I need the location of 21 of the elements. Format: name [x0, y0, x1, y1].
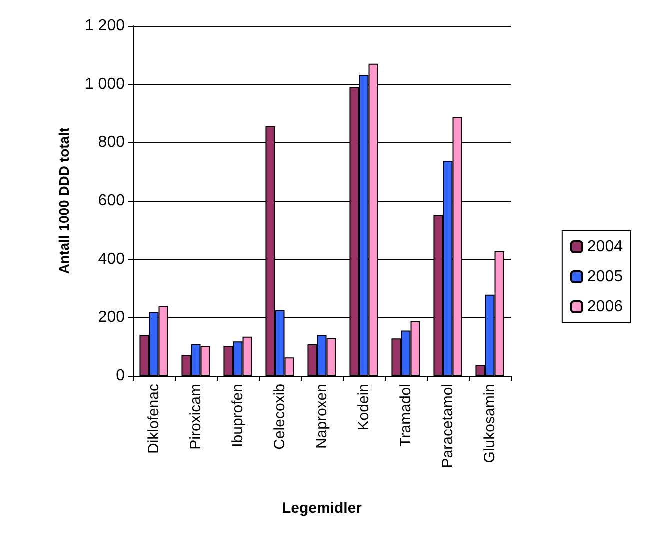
x-tick-label: Naproxen: [314, 384, 330, 450]
x-axis-title: Legemidler: [282, 500, 362, 517]
y-tick-label: 600: [98, 192, 126, 210]
x-tick-label: Paracetamol: [440, 384, 456, 468]
y-axis-title: Antall 1000 DDD totalt: [56, 128, 72, 274]
x-tick-label: Celecoxib: [272, 384, 288, 450]
x-tick-label: Diklofenac: [146, 384, 162, 454]
legend-label: 2005: [587, 268, 624, 286]
legend-label: 2004: [587, 238, 624, 256]
y-tick-label: 400: [98, 250, 126, 268]
x-tick-label: Ibuprofen: [230, 384, 246, 448]
x-tick-label: Tramadol: [398, 384, 414, 447]
y-tick-label: 1 200: [84, 18, 126, 34]
x-tick-label: Glukosamin: [482, 384, 498, 464]
y-tick-label: 200: [98, 309, 126, 326]
legend-label: 2006: [587, 298, 624, 316]
x-tick-label: Kodein: [356, 384, 372, 431]
x-tick-label: Piroxicam: [188, 384, 204, 450]
y-tick-label: 800: [98, 134, 126, 152]
y-tick-label: 1 000: [84, 76, 126, 93]
y-tick-label: 0: [116, 368, 126, 384]
